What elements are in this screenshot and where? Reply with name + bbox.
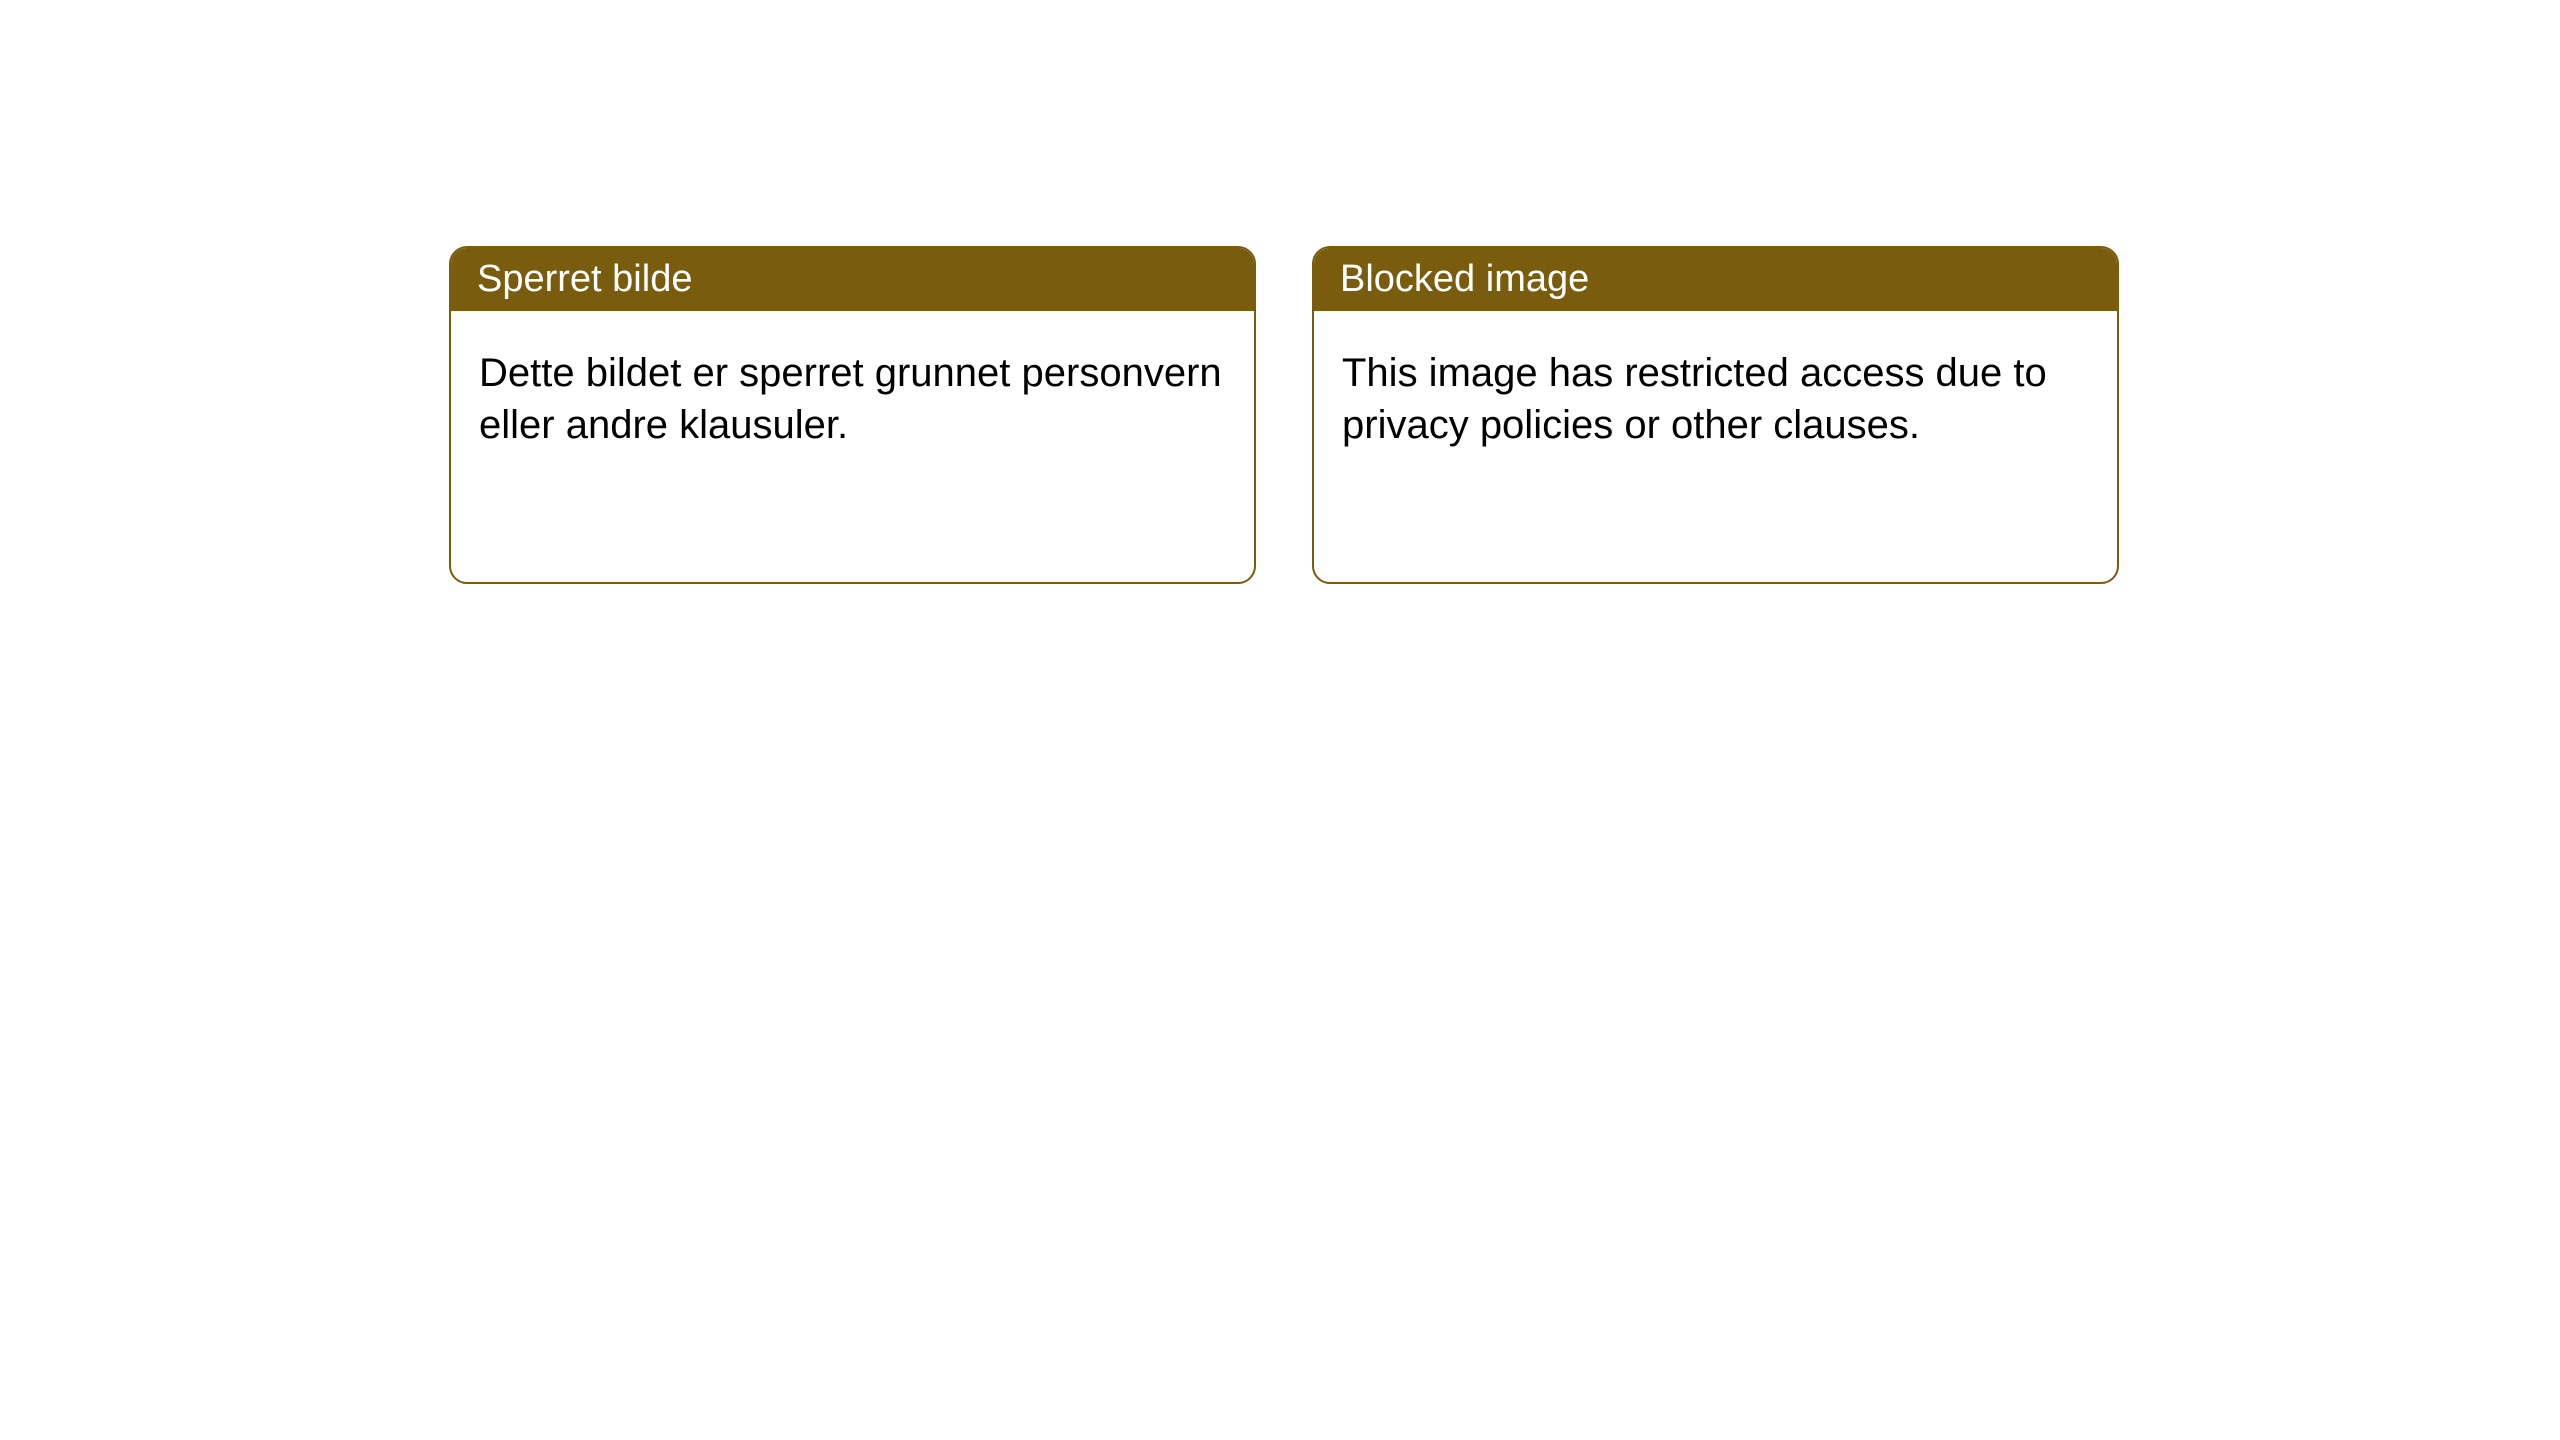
blocked-image-card-english: Blocked image This image has restricted … (1312, 246, 2119, 584)
card-body-text: Dette bildet er sperret grunnet personve… (479, 351, 1222, 447)
card-body-text: This image has restricted access due to … (1342, 351, 2047, 447)
card-body: Dette bildet er sperret grunnet personve… (451, 311, 1254, 487)
card-title: Blocked image (1340, 258, 1589, 300)
card-title: Sperret bilde (477, 258, 692, 300)
blocked-image-card-norwegian: Sperret bilde Dette bildet er sperret gr… (449, 246, 1256, 584)
card-body: This image has restricted access due to … (1314, 311, 2117, 487)
notice-container: Sperret bilde Dette bildet er sperret gr… (0, 0, 2560, 584)
card-header: Sperret bilde (451, 248, 1254, 311)
card-header: Blocked image (1314, 248, 2117, 311)
